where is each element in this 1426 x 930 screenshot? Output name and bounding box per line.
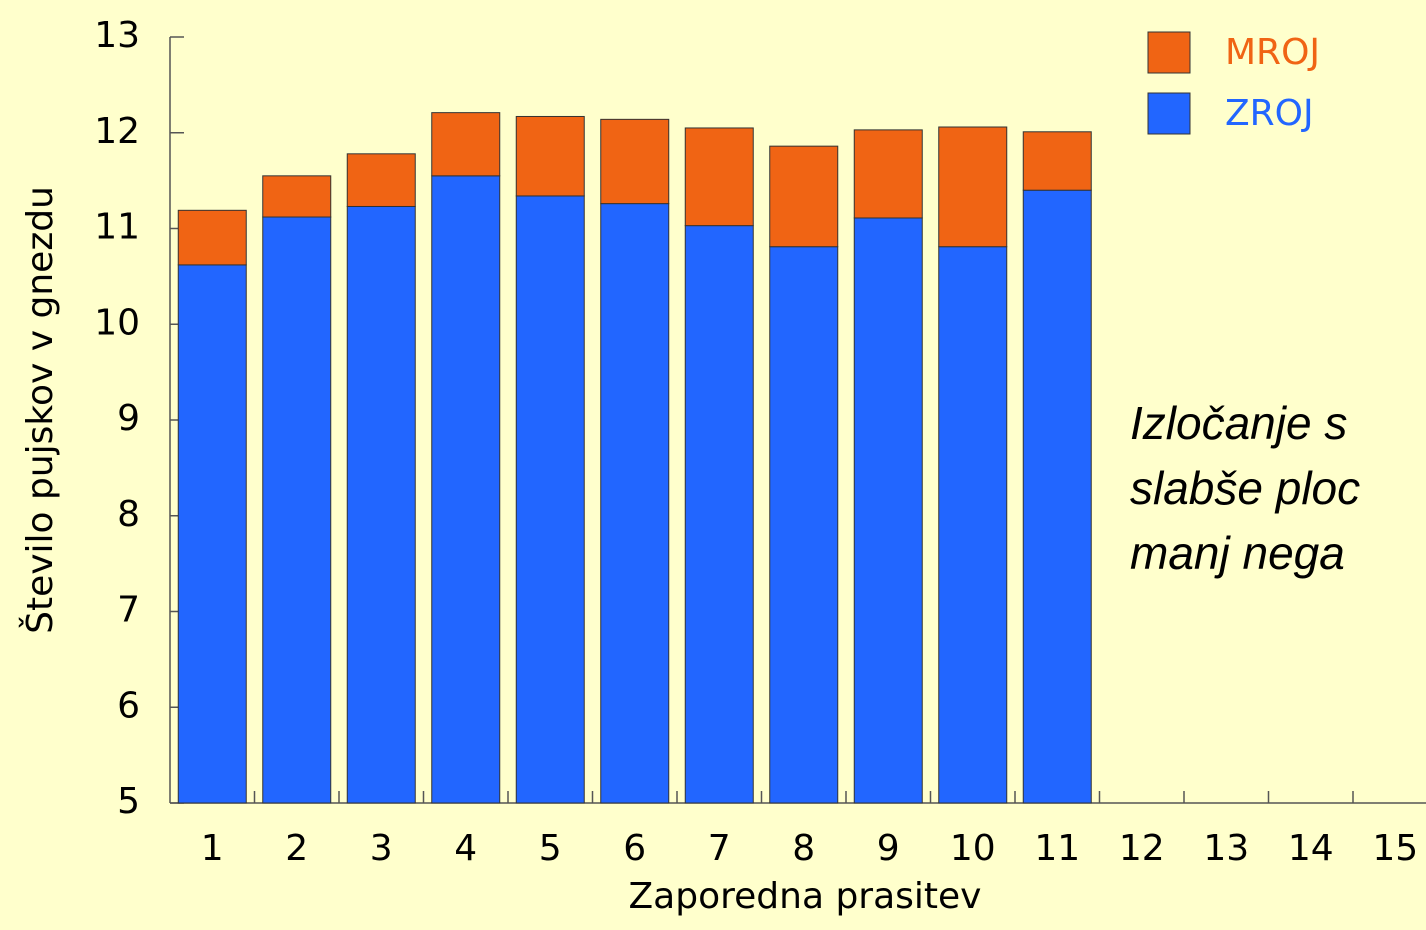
x-tick-label: 3 bbox=[370, 828, 393, 869]
bar-segment bbox=[769, 246, 839, 804]
x-tick-label: 15 bbox=[1372, 828, 1418, 869]
x-tick-label: 5 bbox=[539, 828, 562, 869]
y-tick-label: 13 bbox=[94, 15, 140, 56]
bar-segment bbox=[1022, 189, 1092, 804]
annotation: Izločanje s bbox=[1130, 397, 1347, 449]
bar-segment bbox=[346, 205, 416, 804]
bar-segment bbox=[938, 246, 1008, 804]
x-axis-label: Zaporedna prasitev bbox=[629, 876, 982, 917]
legend-swatch bbox=[1147, 31, 1191, 74]
y-tick-label: 10 bbox=[94, 302, 140, 343]
bar-segment bbox=[262, 216, 332, 804]
y-tick-label: 6 bbox=[117, 685, 140, 726]
x-tick-label: 4 bbox=[454, 828, 477, 869]
y-tick-label: 8 bbox=[117, 494, 140, 535]
bar-segment bbox=[600, 203, 670, 804]
annotation: slabše ploc bbox=[1130, 462, 1360, 514]
bar-segment bbox=[769, 145, 839, 248]
bar-segment bbox=[177, 209, 247, 266]
bar-segment bbox=[515, 115, 585, 197]
bar-segment bbox=[600, 118, 670, 205]
bar-segment bbox=[853, 217, 923, 804]
y-tick-label: 7 bbox=[117, 590, 140, 631]
x-tick-label: 7 bbox=[708, 828, 731, 869]
y-tick-label: 11 bbox=[94, 207, 140, 248]
bar-segment bbox=[1022, 131, 1092, 191]
y-tick-label: 9 bbox=[117, 398, 140, 439]
y-axis-label: Število pujskov v gnezdu bbox=[19, 186, 61, 634]
bar-segment bbox=[684, 225, 754, 804]
legend-label: MROJ bbox=[1225, 32, 1320, 73]
legend-label: ZROJ bbox=[1225, 93, 1314, 134]
bar-segment bbox=[431, 112, 501, 177]
y-tick-label: 5 bbox=[117, 781, 140, 822]
x-tick-label: 13 bbox=[1203, 828, 1249, 869]
x-tick-label: 8 bbox=[792, 828, 815, 869]
x-tick-label: 12 bbox=[1119, 828, 1165, 869]
x-tick-label: 11 bbox=[1034, 828, 1080, 869]
x-tick-label: 2 bbox=[285, 828, 308, 869]
x-tick-label: 6 bbox=[623, 828, 646, 869]
bar-segment bbox=[262, 175, 332, 218]
bar-segment bbox=[431, 175, 501, 804]
x-tick-label: 1 bbox=[201, 828, 224, 869]
bar-segment bbox=[515, 195, 585, 804]
y-tick-label: 12 bbox=[94, 111, 140, 152]
bar-segment bbox=[177, 264, 247, 804]
bar-segment bbox=[684, 127, 754, 227]
bar-segment bbox=[938, 126, 1008, 248]
legend-swatch bbox=[1147, 92, 1191, 135]
bar-segment bbox=[346, 153, 416, 207]
annotation: manj nega bbox=[1130, 527, 1345, 579]
x-tick-label: 9 bbox=[877, 828, 900, 869]
bar-segment bbox=[853, 129, 923, 219]
x-tick-label: 14 bbox=[1288, 828, 1334, 869]
x-tick-label: 10 bbox=[950, 828, 996, 869]
